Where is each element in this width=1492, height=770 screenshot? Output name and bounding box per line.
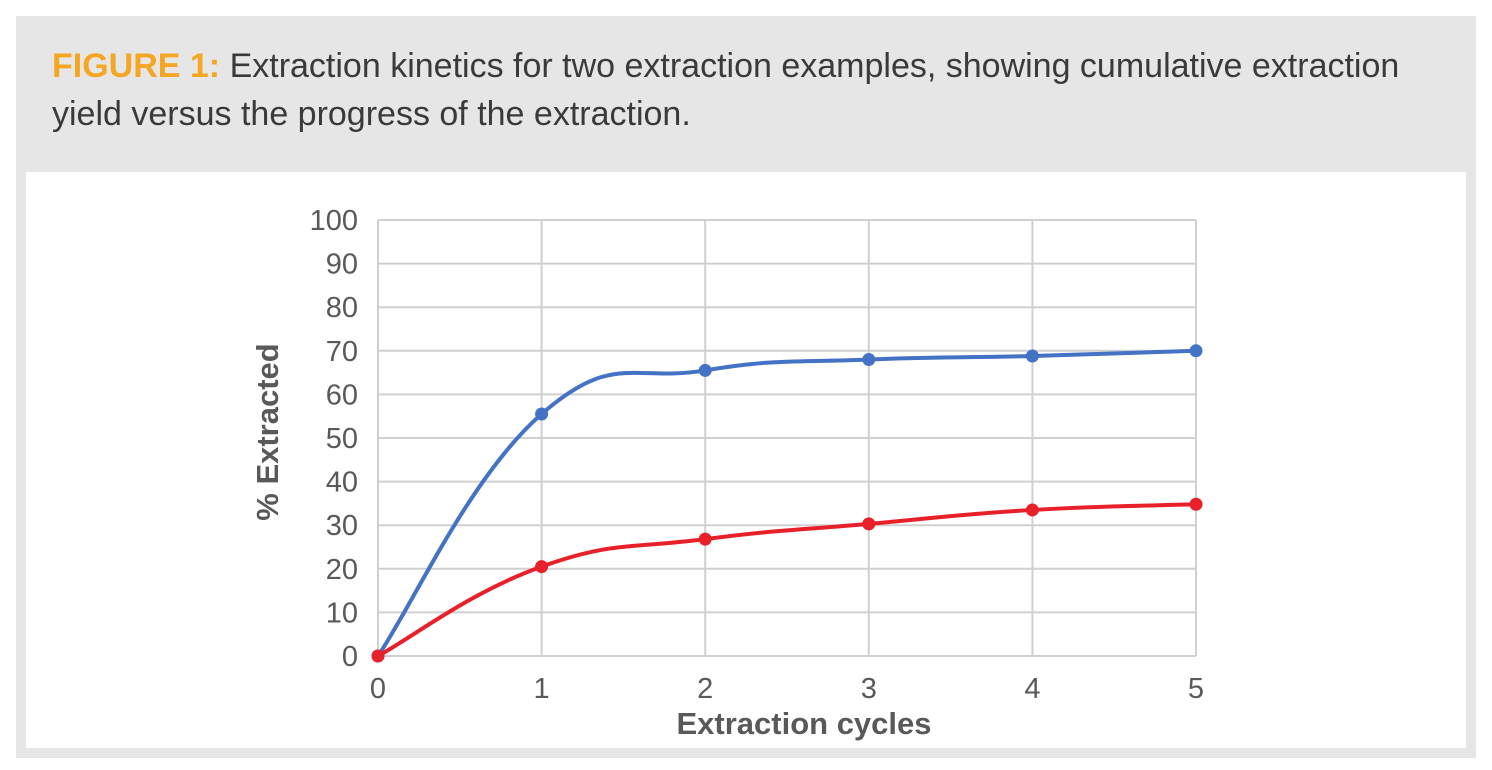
series-2-point bbox=[698, 532, 712, 546]
series-1-point bbox=[535, 407, 549, 421]
x-tick-label: 1 bbox=[534, 673, 550, 705]
x-tick-label: 3 bbox=[861, 673, 877, 705]
caption-text: Extraction kinetics for two extraction e… bbox=[52, 47, 1400, 133]
series-1-line bbox=[376, 348, 1197, 658]
series-2-point bbox=[371, 649, 385, 663]
gridlines bbox=[377, 219, 1197, 657]
plot-panel: 0 10 20 30 40 50 60 70 80 90 100 0 1 2 3 4 5 % Extracted… bbox=[26, 172, 1466, 748]
y-tick-label: 70 bbox=[326, 336, 358, 368]
series-1-point bbox=[698, 363, 712, 377]
x-axis-title: Extraction cycles bbox=[676, 706, 931, 741]
x-tick-label: 5 bbox=[1188, 673, 1204, 705]
y-tick-label: 80 bbox=[326, 292, 358, 324]
y-tick-label: 90 bbox=[326, 249, 358, 281]
figure-caption: FIGURE 1: Extraction kinetics for two ex… bbox=[52, 42, 1452, 138]
series-2-point bbox=[1025, 503, 1039, 517]
y-tick-label: 100 bbox=[310, 205, 358, 237]
series-1-point bbox=[862, 353, 876, 367]
tick-labels: 0 10 20 30 40 50 60 70 80 90 100 0 1 2 3 4 5 bbox=[310, 205, 1204, 705]
y-tick-label: 20 bbox=[326, 554, 358, 586]
x-tick-label: 0 bbox=[370, 673, 386, 705]
y-tick-label: 0 bbox=[342, 641, 358, 673]
series-2-point bbox=[862, 517, 876, 531]
series-layer bbox=[371, 344, 1203, 663]
series-1-point bbox=[1025, 349, 1039, 363]
chart: 0 10 20 30 40 50 60 70 80 90 100 0 1 2 3 4 5 % Extracted… bbox=[250, 205, 1204, 741]
x-tick-label: 2 bbox=[697, 673, 713, 705]
figure-frame: FIGURE 1: Extraction kinetics for two ex… bbox=[16, 16, 1476, 758]
y-tick-label: 40 bbox=[326, 467, 358, 499]
figure-label: FIGURE 1: bbox=[52, 47, 221, 85]
y-tick-label: 30 bbox=[326, 510, 358, 542]
y-tick-label: 10 bbox=[326, 597, 358, 629]
series-2-point bbox=[535, 560, 549, 574]
x-tick-label: 4 bbox=[1024, 673, 1040, 705]
series-2-line bbox=[377, 502, 1197, 658]
y-tick-label: 60 bbox=[326, 379, 358, 411]
y-tick-label: 50 bbox=[326, 423, 358, 455]
y-axis-title: % Extracted bbox=[250, 343, 285, 520]
series-1-point bbox=[1189, 344, 1203, 358]
series-2-point bbox=[1189, 497, 1203, 511]
